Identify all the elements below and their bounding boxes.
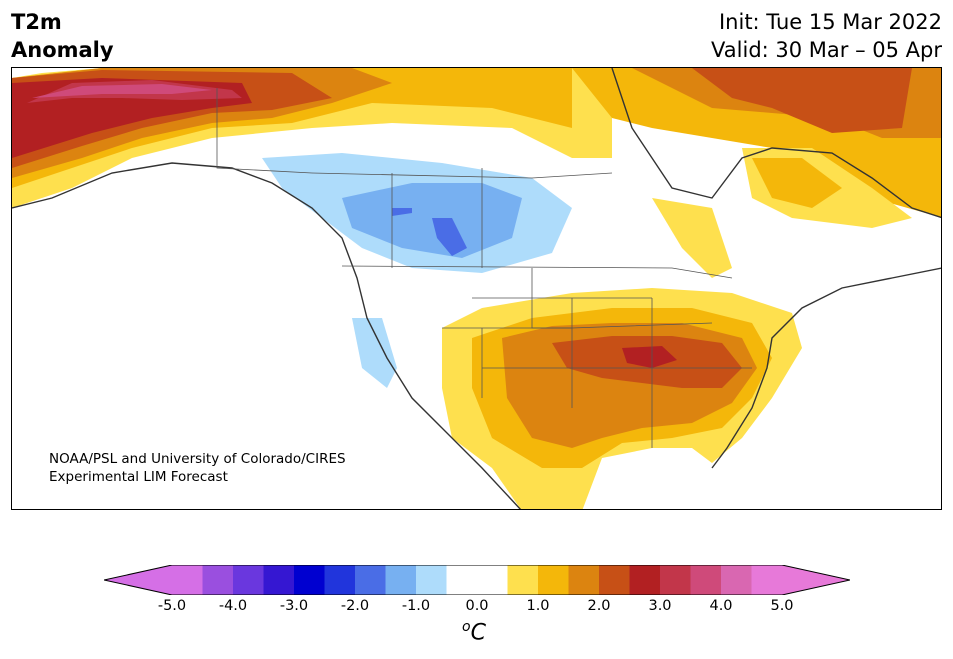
title-line-1: T2m bbox=[11, 10, 62, 34]
colorbar-segment bbox=[202, 565, 234, 595]
colorbar-ticks: -5.0 -4.0 -3.0 -2.0 -1.0 0.0 1.0 2.0 3.0 4.0 5.0 bbox=[0, 598, 953, 618]
init-date: Init: Tue 15 Mar 2022 bbox=[718, 10, 942, 34]
colorbar-segment bbox=[263, 565, 295, 595]
title-line-2: Anomaly bbox=[11, 38, 114, 62]
map-svg bbox=[12, 68, 941, 509]
colorbar-segment bbox=[233, 565, 264, 595]
colorbar-tick-label: 0.0 bbox=[465, 598, 489, 614]
colorbar-segment bbox=[568, 565, 600, 595]
anomaly-region-warm-alaska-7 bbox=[32, 84, 212, 98]
colorbar-tick-label: 2.0 bbox=[587, 598, 611, 614]
anomaly-region-cold-2 bbox=[342, 183, 522, 258]
colorbar-segment bbox=[690, 565, 722, 595]
credit-text: NOAA/PSL and University of Colorado/CIRE… bbox=[49, 450, 346, 486]
unit-letter: C bbox=[470, 620, 486, 646]
anomaly-region-cold-3 bbox=[392, 208, 412, 216]
colorbar-segment bbox=[507, 565, 539, 595]
anomaly-region-warm-hudson-2 bbox=[752, 158, 842, 208]
colorbar-unit: oC bbox=[462, 619, 486, 645]
anomaly-region-cold-4 bbox=[432, 218, 467, 256]
credit-line-2: Experimental LIM Forecast bbox=[49, 469, 228, 485]
forecast-dates: Init: Tue 15 Mar 2022 Valid: 30 Mar – 05… bbox=[711, 8, 942, 64]
colorbar-segment bbox=[355, 565, 386, 595]
unit-degree: o bbox=[462, 619, 471, 635]
colorbar-segment bbox=[660, 565, 691, 595]
colorbar-segment bbox=[751, 565, 783, 595]
chart-title: T2m Anomaly bbox=[11, 8, 114, 64]
coastlines bbox=[12, 68, 941, 509]
colorbar-segment bbox=[416, 565, 447, 595]
anomaly-region-warm-quebec bbox=[652, 198, 732, 278]
colorbar-segment bbox=[294, 565, 325, 595]
valid-period: Valid: 30 Mar – 05 Apr bbox=[711, 38, 942, 62]
colorbar-tick-label: -5.0 bbox=[157, 598, 187, 614]
colorbar bbox=[104, 565, 850, 595]
colorbar-tick-label: -3.0 bbox=[279, 598, 309, 614]
colorbar-segment bbox=[599, 565, 630, 595]
colorbar-tick-label: -1.0 bbox=[401, 598, 431, 614]
colorbar-tick-label: 3.0 bbox=[648, 598, 672, 614]
anomaly-region-cold-west bbox=[352, 318, 397, 388]
colorbar-tick-label: 4.0 bbox=[709, 598, 733, 614]
colorbar-segment bbox=[477, 565, 508, 595]
colorbar-segment bbox=[324, 565, 356, 595]
colorbar-tick-label: -4.0 bbox=[218, 598, 248, 614]
anomaly-map bbox=[11, 67, 942, 510]
colorbar-over-arrow bbox=[782, 565, 850, 595]
anomaly-region-warm-arctic-3 bbox=[692, 68, 912, 133]
colorbar-segment bbox=[446, 565, 478, 595]
credit-line-1: NOAA/PSL and University of Colorado/CIRE… bbox=[49, 451, 346, 467]
colorbar-segment bbox=[538, 565, 569, 595]
colorbar-tick-label: 1.0 bbox=[526, 598, 550, 614]
colorbar-segment bbox=[172, 565, 203, 595]
political-borders bbox=[216, 88, 752, 448]
colorbar-segment bbox=[629, 565, 661, 595]
colorbar-tick-label: -2.0 bbox=[340, 598, 370, 614]
colorbar-under-arrow bbox=[104, 565, 172, 595]
colorbar-segment bbox=[385, 565, 417, 595]
anomaly-region-warm-us-5 bbox=[622, 346, 677, 368]
colorbar-tick-label: 5.0 bbox=[770, 598, 794, 614]
colorbar-segment bbox=[721, 565, 752, 595]
